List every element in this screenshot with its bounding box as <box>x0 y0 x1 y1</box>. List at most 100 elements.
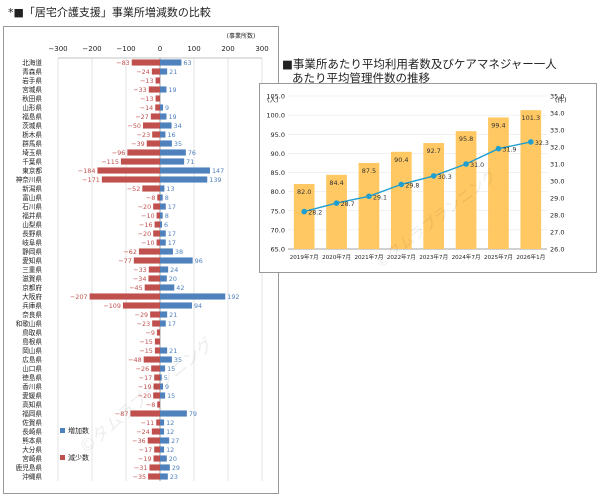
prefecture-label: 熊本県 <box>22 436 42 445</box>
prefecture-label: 秋田県 <box>22 94 42 103</box>
decrease-value-label: −171 <box>82 176 100 184</box>
decrease-bar <box>133 257 160 264</box>
increase-value-label: 24 <box>170 266 178 274</box>
increase-bar <box>160 194 163 201</box>
increase-bar <box>160 383 164 390</box>
bar-value-label: 90.4 <box>394 156 408 164</box>
increase-bar <box>160 212 163 219</box>
increase-value-label: 8 <box>165 194 169 202</box>
prefecture-label: 群馬県 <box>22 139 42 148</box>
y-left-tick-label: 80.0 <box>271 188 285 196</box>
increase-bar <box>160 266 169 273</box>
increase-value-label: 27 <box>171 437 179 445</box>
prefecture-label: 徳島県 <box>22 373 42 382</box>
bar-average-users <box>390 151 412 249</box>
prefecture-label: 新潟県 <box>22 184 42 193</box>
increase-value-label: 17 <box>168 203 176 211</box>
increase-value-label: 96 <box>195 257 203 265</box>
increase-value-label: 9 <box>165 104 169 112</box>
decrease-value-label: −11 <box>141 419 155 427</box>
decrease-bar <box>150 311 160 318</box>
line-point <box>333 200 340 206</box>
x-tick-label: 200 <box>221 45 234 53</box>
decrease-value-label: −39 <box>131 140 145 148</box>
increase-value-label: 9 <box>165 383 169 391</box>
decrease-bar <box>143 356 160 363</box>
increase-bar <box>160 257 193 264</box>
unit-label: (事業所数) <box>227 32 256 40</box>
decrease-bar <box>157 194 160 201</box>
prefecture-label: 栃木県 <box>22 130 42 139</box>
increase-bar <box>160 437 170 444</box>
prefecture-label: 三重県 <box>22 266 42 274</box>
prefecture-label: 長野県 <box>22 230 42 238</box>
increase-bar <box>160 248 173 255</box>
decrease-value-label: −36 <box>132 437 146 445</box>
decrease-value-label: −17 <box>139 446 153 454</box>
prefecture-label: 佐賀県 <box>22 418 42 427</box>
prefecture-label: 福島県 <box>22 112 42 121</box>
increase-value-label: 12 <box>166 446 174 454</box>
decrease-bar <box>101 176 160 183</box>
decrease-bar <box>143 122 160 129</box>
increase-value-label: 5 <box>164 374 168 382</box>
prefecture-label: 長崎県 <box>22 427 42 436</box>
y-right-tick-label: 32.0 <box>550 144 564 152</box>
increase-value-label: 21 <box>169 311 177 319</box>
prefecture-label: 埼玉県 <box>22 148 42 157</box>
line-point <box>528 139 534 145</box>
decrease-value-label: −33 <box>133 266 147 274</box>
increase-value-label: 63 <box>183 59 191 67</box>
increase-bar <box>160 410 187 417</box>
y-right-tick-label: 27.0 <box>550 229 564 237</box>
y-right-tick-label: 29.0 <box>550 195 564 203</box>
bar-average-users <box>358 162 380 249</box>
decrease-value-label: −15 <box>139 338 153 346</box>
prefecture-label: 山形県 <box>22 103 42 112</box>
increase-value-label: 20 <box>169 275 177 283</box>
decrease-bar <box>156 419 160 426</box>
right-chart-title-line1: ■事業所あたり平均利用者数及びケアマネジャー一人 <box>282 57 557 71</box>
prefecture-label: 和歌山県 <box>16 319 43 328</box>
x-tick-label: 2025年7月 <box>484 253 513 261</box>
decrease-bar <box>156 212 160 219</box>
decrease-bar <box>146 140 160 147</box>
prefecture-label: 福岡県 <box>22 409 42 418</box>
bar-average-users <box>423 143 445 249</box>
decrease-bar <box>154 338 160 345</box>
legend-label-decrease: 減少数 <box>68 453 89 462</box>
increase-bar <box>160 311 168 318</box>
increase-bar <box>160 473 168 480</box>
x-tick-label: 300 <box>255 45 268 53</box>
line-point <box>463 161 469 167</box>
decrease-bar <box>156 239 160 246</box>
decrease-bar <box>149 464 160 471</box>
prefecture-label: 岐阜県 <box>22 238 42 247</box>
increase-value-label: 19 <box>168 113 176 121</box>
decrease-bar <box>144 284 160 291</box>
decrease-value-label: −87 <box>115 410 129 418</box>
increase-bar <box>160 68 168 75</box>
increase-bar <box>160 392 166 399</box>
increase-value-label: 19 <box>168 86 176 94</box>
bar-value-label: 87.5 <box>362 167 376 175</box>
prefecture-label: 山梨県 <box>22 220 42 229</box>
decrease-bar <box>147 437 160 444</box>
decrease-value-label: −20 <box>138 230 152 238</box>
decrease-value-label: −14 <box>140 104 154 112</box>
prefecture-label: 石川県 <box>22 203 42 211</box>
prefecture-label: 兵庫県 <box>22 301 42 310</box>
decrease-value-label: −45 <box>129 284 143 292</box>
decrease-bar <box>153 230 160 237</box>
decrease-value-label: −10 <box>141 212 155 220</box>
increase-bar <box>160 140 172 147</box>
decrease-value-label: −83 <box>116 59 130 67</box>
increase-value-label: 15 <box>167 392 175 400</box>
decrease-bar <box>148 275 160 282</box>
decrease-bar <box>153 392 160 399</box>
increase-value-label: 79 <box>189 410 197 418</box>
prefecture-label: 滋賀県 <box>22 274 42 283</box>
decrease-value-label: −24 <box>136 68 150 76</box>
increase-value-label: 38 <box>175 248 183 256</box>
increase-bar <box>160 203 166 210</box>
